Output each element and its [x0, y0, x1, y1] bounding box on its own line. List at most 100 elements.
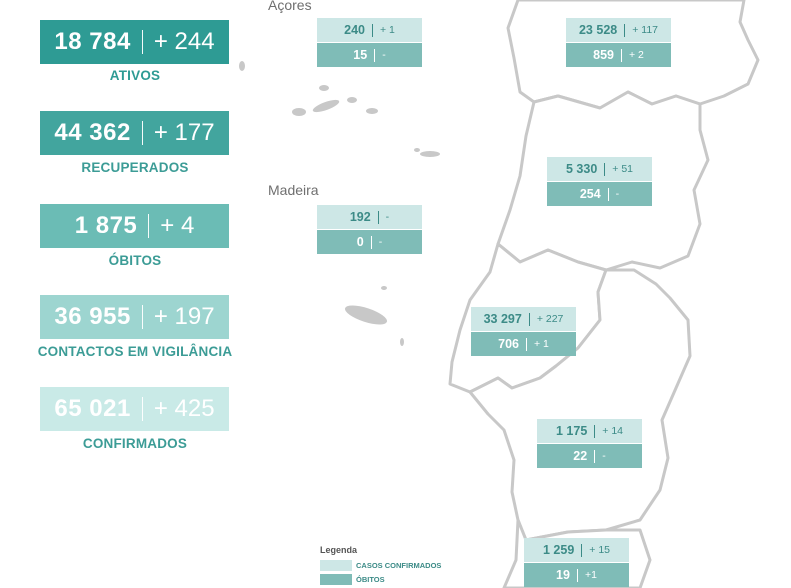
region-alentejo-shape [468, 268, 692, 542]
region-box-centro: 5 330 + 51 254 - [547, 157, 652, 206]
region-deaths: 15 [353, 48, 368, 62]
stat-obitos-box: 1 875 + 4 [40, 204, 229, 248]
region-cases-row: 5 330 + 51 [547, 157, 652, 181]
row-separator [525, 337, 527, 351]
region-cases-row: 1 175 + 14 [537, 419, 642, 443]
stat-contactos-label: CONTACTOS EM VIGILÂNCIA [37, 344, 233, 359]
region-centro-shape [496, 90, 710, 272]
region-deaths-delta: + 2 [628, 49, 644, 61]
stat-separator [141, 397, 143, 421]
region-cases: 5 330 [565, 162, 598, 176]
row-separator [594, 424, 596, 438]
region-cases-delta: - [385, 211, 390, 223]
stat-ativos-label: ATIVOS [109, 68, 161, 83]
region-deaths-row: 0 - [317, 230, 422, 254]
row-separator [371, 23, 373, 37]
region-deaths-row: 859 + 2 [566, 43, 671, 67]
region-deaths: 19 [556, 568, 570, 582]
row-separator [604, 162, 606, 176]
region-box-algarve: 1 259 + 15 19 +1 [524, 538, 629, 587]
region-cases-delta: + 1 [379, 24, 395, 36]
madeira-map-label: Madeira [268, 182, 319, 198]
stat-separator [141, 30, 143, 54]
stat-recuperados-label: RECUPERADOS [81, 160, 189, 175]
row-separator [576, 568, 578, 582]
stat-delta: + 425 [153, 395, 215, 422]
region-deaths: 859 [593, 48, 614, 62]
row-separator [607, 187, 609, 201]
region-deaths-row: 706 + 1 [471, 332, 576, 356]
region-cases-row: 192 - [317, 205, 422, 229]
stat-separator [141, 121, 143, 145]
legend-cases-swatch [320, 560, 352, 571]
region-deaths-row: 22 - [537, 444, 642, 468]
row-separator [581, 543, 583, 557]
region-cases-delta: + 51 [612, 163, 633, 175]
stat-confirmados-box: 65 021 + 425 [40, 387, 229, 431]
stat-delta: + 4 [160, 212, 195, 239]
row-separator [374, 48, 376, 62]
region-deaths: 22 [573, 449, 588, 463]
region-box-lisboa-vale-tejo: 33 297 + 227 706 + 1 [471, 307, 576, 356]
region-cases-row: 1 259 + 15 [524, 538, 629, 562]
region-cases: 33 297 [483, 312, 522, 326]
stat-delta: + 244 [153, 28, 215, 55]
region-cases: 23 528 [578, 23, 618, 37]
region-deaths-delta: + 1 [533, 338, 549, 350]
row-separator [620, 48, 622, 62]
legend-deaths-swatch [320, 574, 352, 585]
region-box-acores: 240 + 1 15 - [317, 18, 422, 67]
stat-value: 18 784 [54, 28, 131, 55]
region-deaths-delta: - [382, 49, 386, 61]
stat-value: 65 021 [54, 395, 131, 422]
region-cases: 192 [349, 210, 371, 224]
region-box-norte: 23 528 + 117 859 + 2 [566, 18, 671, 67]
region-cases-delta: + 227 [536, 313, 564, 325]
region-cases: 1 259 [542, 543, 575, 557]
region-box-alentejo: 1 175 + 14 22 - [537, 419, 642, 468]
acores-islands [239, 61, 440, 157]
region-cases: 1 175 [555, 424, 588, 438]
stat-contactos-box: 36 955 + 197 [40, 295, 229, 339]
row-separator [377, 210, 379, 224]
stat-delta: + 197 [153, 303, 215, 330]
region-deaths: 254 [579, 187, 601, 201]
stat-value: 36 955 [54, 303, 131, 330]
region-cases-delta: + 15 [589, 544, 610, 556]
region-deaths: 0 [356, 235, 364, 249]
stat-value: 44 362 [54, 119, 131, 146]
region-cases-row: 23 528 + 117 [566, 18, 671, 42]
legend-title: Legenda [320, 545, 358, 555]
region-cases-delta: + 14 [602, 425, 623, 437]
region-deaths-delta: - [378, 236, 383, 248]
row-separator [624, 23, 626, 37]
region-deaths-delta: - [602, 450, 606, 462]
region-deaths-row: 19 +1 [524, 563, 629, 587]
region-deaths-delta: - [615, 188, 620, 200]
stat-separator [148, 214, 150, 238]
row-separator [370, 235, 372, 249]
stat-ativos-box: 18 784 + 244 [40, 20, 229, 64]
region-deaths-row: 15 - [317, 43, 422, 67]
stat-confirmados-label: CONFIRMADOS [82, 436, 188, 451]
legend-cases-label: CASOS CONFIRMADOS [356, 561, 442, 570]
stat-delta: + 177 [153, 119, 215, 146]
acores-map-label: Açores [268, 0, 312, 13]
region-cases-delta: + 117 [632, 24, 659, 36]
stat-separator [141, 305, 143, 329]
region-deaths-delta: +1 [584, 569, 597, 581]
region-deaths-row: 254 - [547, 182, 652, 206]
region-cases-row: 240 + 1 [317, 18, 422, 42]
region-cases-row: 33 297 + 227 [471, 307, 576, 331]
row-separator [594, 449, 596, 463]
madeira-islands [344, 286, 404, 346]
stat-value: 1 875 [74, 212, 138, 239]
stat-obitos-label: ÓBITOS [108, 253, 162, 268]
row-separator [528, 312, 530, 326]
region-deaths: 706 [498, 337, 519, 351]
region-box-madeira: 192 - 0 - [317, 205, 422, 254]
region-cases: 240 [344, 23, 365, 37]
stat-recuperados-box: 44 362 + 177 [40, 111, 229, 155]
legend-deaths-label: ÓBITOS [356, 575, 385, 584]
